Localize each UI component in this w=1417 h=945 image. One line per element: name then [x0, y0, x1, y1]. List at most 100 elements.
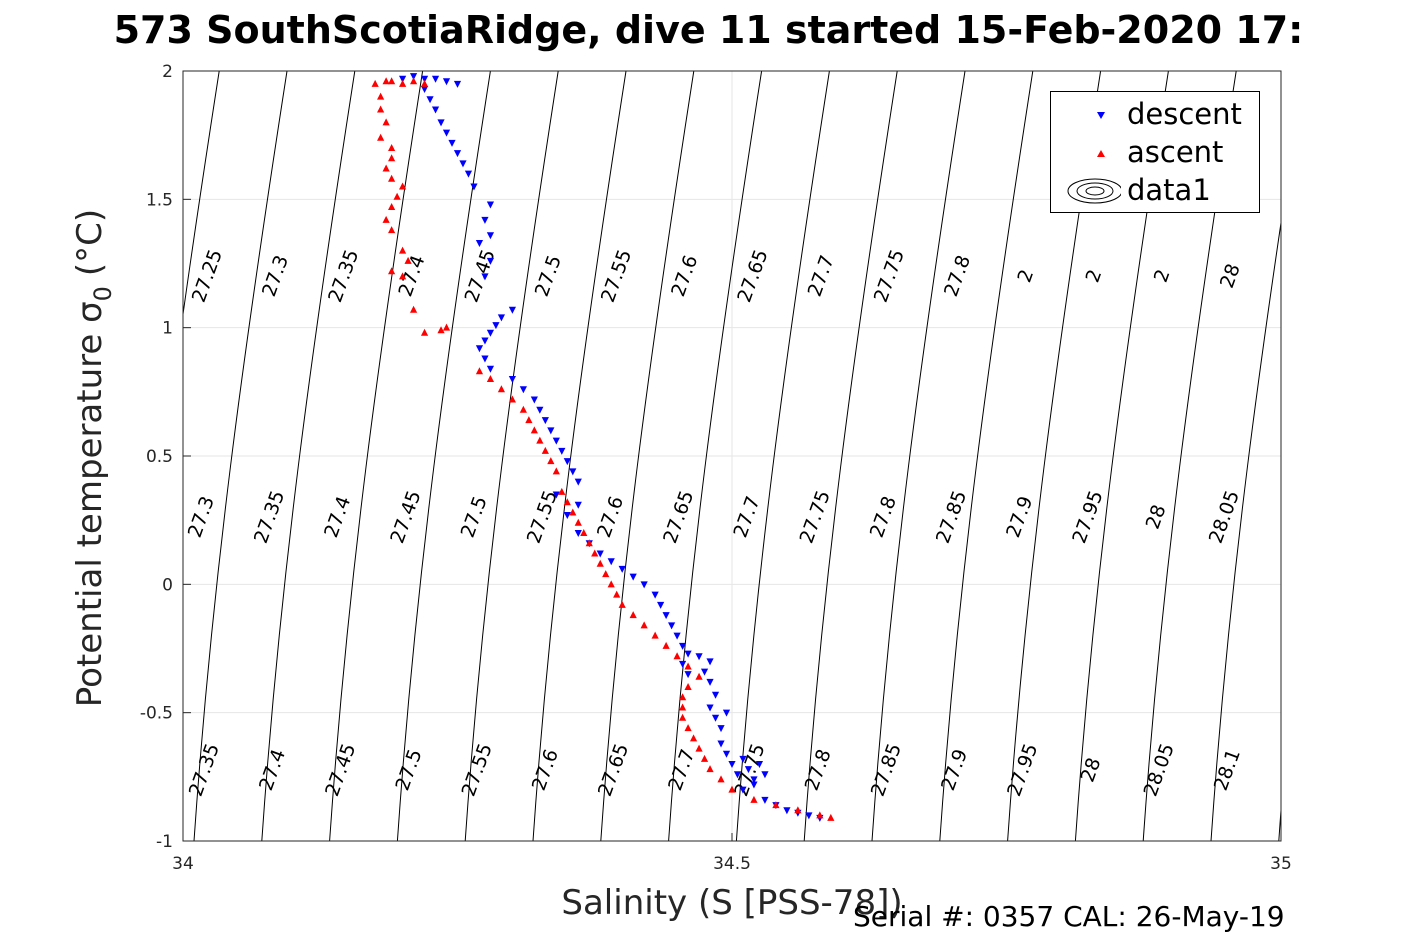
ascent-point	[794, 806, 802, 814]
descent-point	[481, 337, 489, 345]
isopycnal-label: 27.45	[321, 741, 360, 800]
isopycnal-label: 27.65	[659, 488, 698, 547]
descent-point	[739, 755, 747, 763]
ascent-point	[382, 215, 390, 223]
descent-point	[761, 771, 769, 779]
descent-point	[399, 75, 407, 83]
descent-point	[486, 329, 495, 337]
descent-point	[552, 491, 560, 499]
ascent-point	[404, 256, 412, 264]
ascent-point	[689, 734, 698, 742]
descent-point	[492, 322, 500, 330]
descent-point	[651, 591, 659, 599]
legend-label-data1: data1	[1127, 173, 1211, 207]
legend-label-descent: descent	[1127, 97, 1242, 131]
descent-point	[459, 160, 467, 168]
descent-point	[409, 73, 418, 81]
y-tick-label: 2	[162, 62, 173, 82]
ascent-point	[377, 92, 385, 100]
descent-point	[717, 725, 725, 733]
descent-point	[706, 704, 714, 712]
ascent-point	[684, 724, 692, 732]
isopycnal-label: 27.25	[188, 247, 227, 306]
ascent-point	[827, 813, 835, 821]
ascent-point	[388, 174, 396, 182]
ascent-point	[519, 405, 527, 413]
descent-point	[722, 750, 731, 758]
ascent-point	[377, 105, 385, 113]
descent-point	[442, 129, 451, 137]
descent-point	[530, 396, 538, 404]
descent-point	[470, 183, 478, 191]
isopycnal-label: 27.55	[458, 741, 497, 800]
ascent-point	[574, 518, 582, 526]
ascent-point	[409, 305, 418, 313]
ascent-point	[371, 79, 379, 87]
descent-point	[541, 417, 549, 425]
descent-point	[629, 573, 637, 581]
descent-point	[733, 771, 742, 779]
isopycnal-line	[532, 71, 627, 841]
ascent-point	[640, 621, 648, 629]
ascent-point	[393, 192, 401, 200]
descent-point	[574, 478, 582, 486]
descent-point	[722, 709, 731, 717]
descent-point	[805, 812, 813, 820]
ascent-point	[536, 436, 544, 444]
isopycnal-line	[1278, 803, 1281, 841]
isopycnal-label: 27.75	[870, 247, 909, 306]
isopycnal-label: 27.45	[461, 247, 500, 306]
ascent-point	[695, 744, 703, 752]
descent-point	[711, 691, 720, 699]
isopycnal-label: 27.4	[255, 746, 290, 793]
ascent-point	[552, 467, 560, 475]
descent-point	[431, 106, 440, 114]
legend-item-ascent: ascent	[1051, 134, 1259, 170]
descent-point	[453, 150, 462, 158]
ascent-point	[420, 328, 429, 336]
descent-point	[695, 653, 703, 661]
descent-point	[640, 581, 648, 589]
ascent-point	[382, 77, 390, 85]
isopycnal-label: 28	[1216, 261, 1245, 291]
descent-point	[552, 437, 560, 445]
ascent-point	[437, 326, 445, 334]
ascent-point	[684, 662, 692, 670]
y-tick-label: 0	[162, 575, 173, 595]
descent-point	[448, 139, 456, 147]
descent-point	[700, 668, 709, 676]
isopycnal-line	[464, 71, 559, 841]
data-points	[371, 73, 835, 822]
descent-point	[574, 501, 582, 509]
y-axis-label-sub: 0	[89, 286, 117, 301]
isopycnal-labels: 27.25 27.3 27.35 27.4 27.45 27.5 27.55 27.6 27.6…	[184, 247, 1245, 800]
isopycnal-line	[939, 71, 1034, 841]
isopycnal-line	[600, 71, 695, 841]
ascent-point	[388, 77, 396, 85]
isopycnal-label: 27.5	[391, 746, 426, 793]
x-tick-label: 35	[1270, 854, 1292, 874]
ascent-point	[525, 416, 533, 424]
ascent-point	[382, 164, 390, 172]
isopycnal-label: 27.3	[184, 493, 219, 540]
isopycnal-label: 27.8	[866, 493, 901, 540]
isopycnal-label: 27.6	[593, 493, 628, 540]
isopycnal-label: 27.8	[940, 252, 975, 299]
isopycnal-line	[668, 71, 763, 841]
isopycnal-label: 27.65	[594, 741, 633, 800]
descent-point	[706, 658, 714, 666]
ascent-point	[399, 272, 407, 280]
y-tick-label: -1	[156, 832, 173, 852]
descent-point	[464, 170, 473, 178]
ascent-point	[585, 539, 593, 547]
isopycnal-line	[871, 71, 966, 841]
ascent-point	[678, 693, 687, 701]
ascent-point	[607, 580, 615, 588]
descent-point	[497, 314, 506, 322]
descent-point	[519, 386, 527, 394]
descent-point	[678, 642, 687, 650]
descent-point	[744, 766, 753, 774]
isopycnal-line	[396, 71, 491, 841]
descent-point	[574, 530, 582, 537]
y-tick-label: 1	[162, 319, 173, 339]
